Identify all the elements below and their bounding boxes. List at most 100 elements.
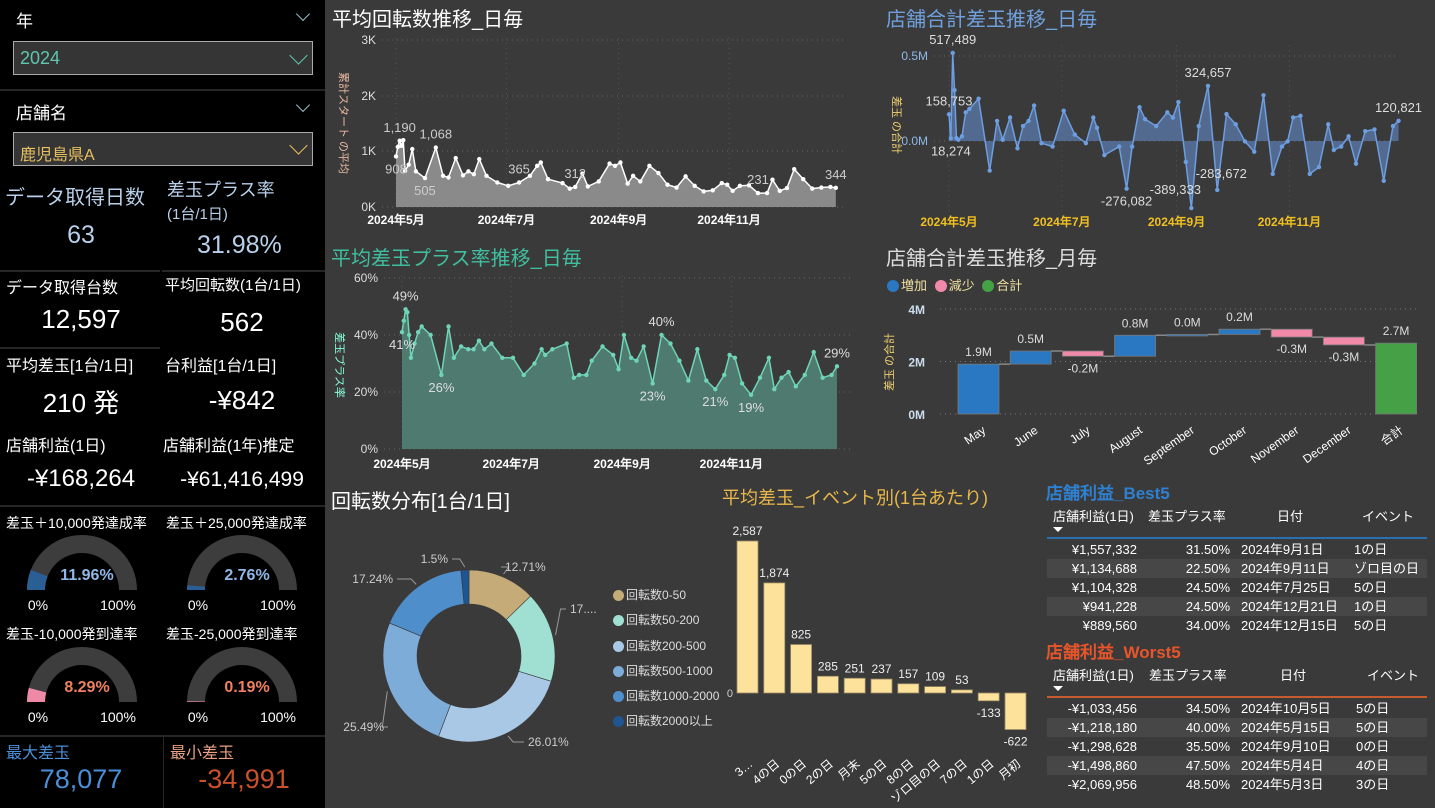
- data-point[interactable]: [401, 318, 406, 323]
- data-point[interactable]: [532, 361, 537, 366]
- worst-column-header[interactable]: 日付: [1280, 668, 1307, 683]
- data-point[interactable]: [446, 175, 451, 180]
- data-point[interactable]: [550, 347, 555, 352]
- data-point[interactable]: [413, 169, 419, 174]
- data-point[interactable]: [453, 155, 458, 161]
- data-point[interactable]: [1091, 115, 1096, 120]
- waterfall-bar[interactable]: [1009, 350, 1052, 365]
- data-point[interactable]: [410, 146, 415, 152]
- data-point[interactable]: [1316, 164, 1322, 170]
- data-point[interactable]: [757, 375, 763, 380]
- data-point[interactable]: [625, 181, 630, 186]
- data-point[interactable]: [433, 145, 439, 150]
- data-point[interactable]: [695, 347, 700, 352]
- waterfall-bar[interactable]: [1375, 342, 1417, 415]
- data-point[interactable]: [466, 169, 471, 174]
- data-point[interactable]: [458, 344, 464, 349]
- data-point[interactable]: [460, 173, 466, 178]
- data-point[interactable]: [422, 175, 428, 181]
- data-point[interactable]: [811, 349, 816, 355]
- data-point[interactable]: [1015, 146, 1020, 151]
- data-point[interactable]: [596, 179, 601, 184]
- data-point[interactable]: [1298, 113, 1303, 119]
- legend-item-decrease[interactable]: 減少: [934, 278, 975, 293]
- data-point[interactable]: [543, 352, 548, 358]
- data-point[interactable]: [1233, 122, 1238, 127]
- data-point[interactable]: [1279, 144, 1285, 149]
- data-point[interactable]: [770, 177, 775, 182]
- data-point[interactable]: [589, 358, 594, 363]
- data-point[interactable]: [668, 341, 673, 346]
- data-point[interactable]: [577, 372, 582, 378]
- data-point[interactable]: [994, 118, 1000, 124]
- donut-slice[interactable]: [382, 622, 451, 737]
- data-point[interactable]: [616, 367, 621, 372]
- data-point[interactable]: [408, 355, 414, 360]
- data-point[interactable]: [545, 176, 551, 182]
- data-point[interactable]: [466, 347, 471, 352]
- data-point[interactable]: [987, 168, 992, 173]
- data-point[interactable]: [482, 347, 487, 352]
- data-point[interactable]: [406, 332, 412, 338]
- data-point[interactable]: [1331, 147, 1337, 153]
- data-point[interactable]: [607, 161, 612, 166]
- data-point[interactable]: [539, 347, 544, 352]
- data-point[interactable]: [1396, 118, 1401, 123]
- data-point[interactable]: [1261, 93, 1266, 98]
- data-point[interactable]: [618, 160, 623, 165]
- data-point[interactable]: [510, 355, 516, 360]
- data-point[interactable]: [440, 173, 446, 179]
- data-point[interactable]: [477, 156, 482, 162]
- worst-column-header[interactable]: 店舗利益(1日): [1053, 668, 1134, 683]
- legend-item[interactable]: 回転数500-1000: [613, 659, 719, 684]
- data-point[interactable]: [1290, 115, 1296, 120]
- data-point[interactable]: [1372, 127, 1377, 132]
- data-point[interactable]: [527, 173, 533, 179]
- data-point[interactable]: [976, 96, 981, 101]
- store-select[interactable]: 鹿児島県A: [13, 132, 313, 166]
- data-point[interactable]: [719, 180, 724, 186]
- data-point[interactable]: [677, 358, 682, 363]
- data-point[interactable]: [950, 50, 955, 56]
- data-point[interactable]: [1061, 108, 1066, 113]
- data-point[interactable]: [611, 352, 616, 358]
- data-point[interactable]: [779, 375, 784, 380]
- data-point[interactable]: [1252, 149, 1257, 154]
- data-point[interactable]: [748, 392, 754, 398]
- data-point[interactable]: [683, 174, 688, 179]
- data-point[interactable]: [766, 355, 772, 360]
- data-point[interactable]: [793, 384, 798, 389]
- data-point[interactable]: [1050, 144, 1055, 149]
- data-point[interactable]: [810, 186, 815, 191]
- event-bar[interactable]: [843, 677, 866, 694]
- data-point[interactable]: [446, 324, 451, 329]
- data-point[interactable]: [746, 183, 752, 188]
- data-point[interactable]: [621, 332, 627, 338]
- legend-item[interactable]: 回転数1000-2000: [613, 684, 719, 709]
- data-point[interactable]: [538, 160, 543, 165]
- sort-descending-icon[interactable]: [1053, 527, 1063, 532]
- waterfall-bar[interactable]: [957, 363, 1000, 415]
- data-point[interactable]: [692, 183, 697, 189]
- data-point[interactable]: [948, 136, 954, 141]
- data-point[interactable]: [722, 372, 727, 378]
- data-point[interactable]: [534, 163, 540, 169]
- data-point[interactable]: [428, 332, 433, 338]
- data-point[interactable]: [521, 372, 526, 378]
- data-point[interactable]: [405, 310, 410, 315]
- donut-slice[interactable]: [389, 570, 465, 637]
- data-point[interactable]: [1183, 159, 1189, 165]
- data-point[interactable]: [580, 171, 585, 176]
- data-point[interactable]: [612, 163, 618, 169]
- data-point[interactable]: [802, 372, 807, 378]
- best-column-header[interactable]: 日付: [1277, 509, 1304, 524]
- data-point[interactable]: [1363, 128, 1368, 134]
- data-point[interactable]: [1390, 123, 1396, 129]
- event-bar[interactable]: [736, 540, 759, 694]
- data-point[interactable]: [792, 166, 797, 172]
- data-point[interactable]: [1224, 111, 1229, 117]
- legend-item-increase[interactable]: 増加: [887, 278, 927, 293]
- data-point[interactable]: [764, 190, 770, 196]
- data-point[interactable]: [963, 110, 968, 115]
- best-column-header[interactable]: イベント: [1362, 509, 1415, 524]
